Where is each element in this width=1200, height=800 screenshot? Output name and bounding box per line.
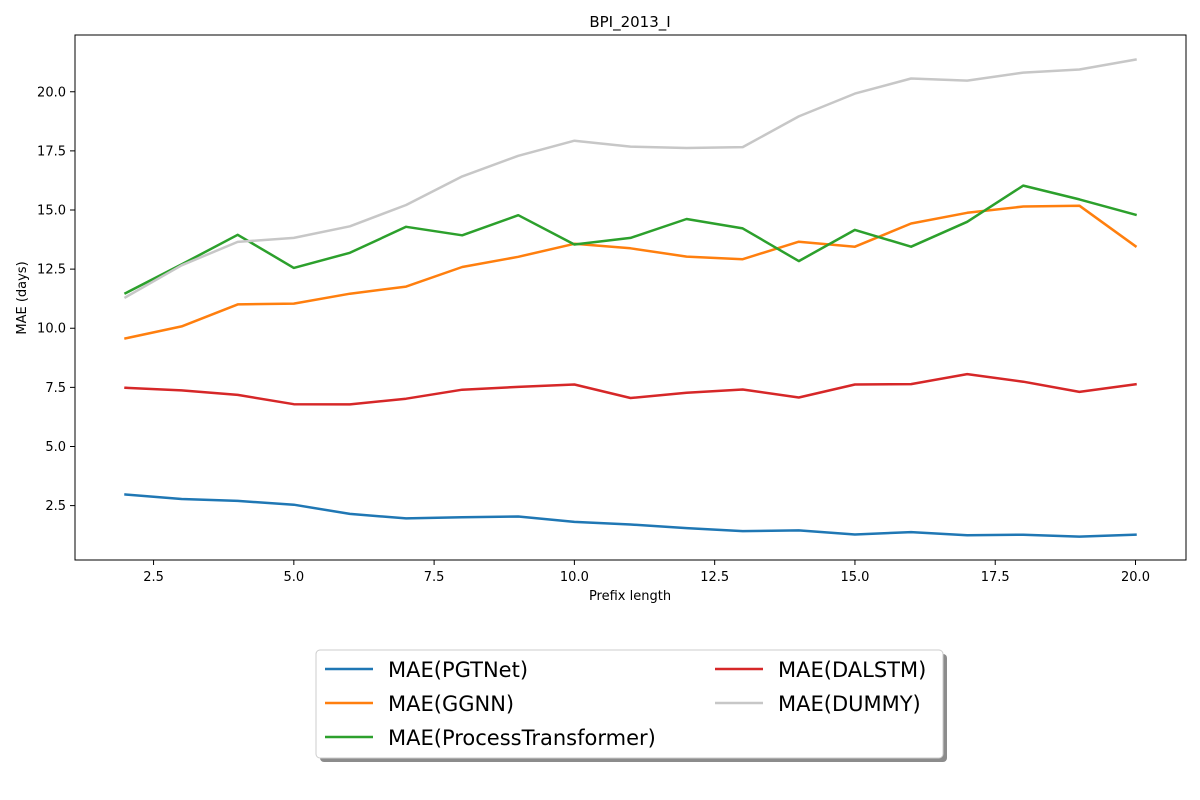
y-axis: 2.5 5.0 7.5 10.0 12.5 15.0 17.5 20.0 bbox=[37, 85, 75, 514]
legend-label: MAE(DALSTM) bbox=[778, 658, 926, 682]
y-tick-label: 5.0 bbox=[45, 440, 66, 455]
series-lines bbox=[123, 58, 1138, 538]
legend-label: MAE(ProcessTransformer) bbox=[388, 726, 656, 750]
series-line-3 bbox=[123, 184, 1138, 295]
y-tick-label: 17.5 bbox=[37, 144, 66, 159]
x-tick-label: 17.5 bbox=[981, 570, 1010, 585]
y-axis-label: MAE (days) bbox=[15, 261, 30, 334]
legend-frame bbox=[315, 649, 944, 759]
series-line-5 bbox=[123, 58, 1137, 300]
plot-area bbox=[74, 34, 1187, 561]
y-tick-label: 15.0 bbox=[37, 204, 66, 219]
y-tick-label: 2.5 bbox=[45, 499, 66, 514]
legend-label: MAE(DUMMY) bbox=[778, 692, 921, 716]
legend: MAE(PGTNet) MAE(GGNN) MAE(ProcessTransform… bbox=[315, 649, 947, 762]
y-tick-label: 10.0 bbox=[37, 322, 66, 337]
series-line-2 bbox=[124, 204, 1138, 340]
y-tick-label: 12.5 bbox=[37, 263, 66, 278]
x-tick-label: 2.5 bbox=[143, 570, 164, 585]
x-tick-label: 15.0 bbox=[840, 570, 869, 585]
x-axis: 2.5 5.0 7.5 10.0 12.5 15.0 17.5 20.0 bbox=[143, 560, 1150, 585]
x-tick-label: 5.0 bbox=[283, 570, 304, 585]
x-tick-label: 10.0 bbox=[560, 570, 589, 585]
x-axis-label: Prefix length bbox=[589, 589, 671, 604]
series-line-4 bbox=[124, 372, 1137, 406]
x-tick-label: 20.0 bbox=[1121, 570, 1150, 585]
x-tick-label: 12.5 bbox=[700, 570, 729, 585]
legend-label: MAE(GGNN) bbox=[388, 692, 514, 716]
x-tick-label: 7.5 bbox=[424, 570, 445, 585]
y-tick-label: 20.0 bbox=[37, 85, 66, 100]
y-tick-label: 7.5 bbox=[45, 381, 66, 396]
chart-title: BPI_2013_I bbox=[589, 13, 670, 32]
legend-label: MAE(PGTNet) bbox=[388, 658, 528, 682]
series-line-1 bbox=[124, 493, 1137, 538]
